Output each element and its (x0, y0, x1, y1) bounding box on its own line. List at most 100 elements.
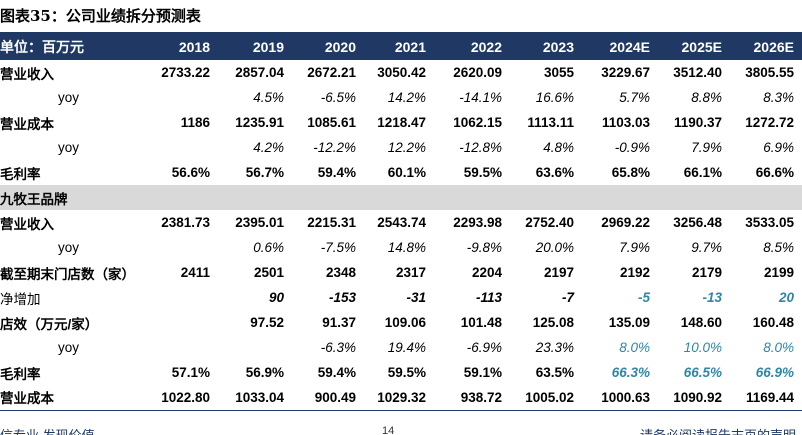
section-row: 九牧王品牌 (0, 185, 802, 210)
table-cell (150, 85, 218, 110)
table-row: yoy 0.6% -7.5% 14.8% -9.8% 20.0% 7.9% 9.7% 8.5% (0, 235, 802, 260)
table-cell: 1272.72 (745, 115, 794, 130)
table-cell: 7.9% (619, 240, 650, 255)
table-cell: 8.5% (763, 240, 794, 255)
table-cell: 125.08 (532, 315, 574, 330)
table-cell: 4.8% (543, 140, 574, 155)
table-cell: 12.2% (387, 140, 426, 155)
table-cell: 57.1% (171, 365, 210, 380)
table-row: yoy -6.3% 19.4% -6.9% 23.3% 8.0% 10.0% 8.0% (0, 335, 802, 360)
table-cell: 135.09 (608, 315, 650, 330)
row-label: yoy (58, 90, 80, 105)
table-cell (150, 335, 218, 360)
table-cell: 3055 (543, 65, 574, 80)
table-row: 毛利率 56.6% 56.7% 59.4% 60.1% 59.5% 63.6% 65.8% 66… (0, 160, 802, 185)
row-label: yoy (58, 140, 80, 155)
table-cell: -14.1% (459, 90, 502, 105)
table-cell: 160.48 (752, 315, 794, 330)
table-cell: 20.0% (535, 240, 574, 255)
table-cell (150, 235, 218, 260)
table-row: 截至期末门店数（家） 2411 2501 2348 2317 2204 2197 2192 21… (0, 260, 802, 285)
table-cell: 2199 (763, 265, 794, 280)
year-header: 2018 (178, 39, 210, 55)
table-cell: 4.2% (253, 140, 284, 155)
table-cell: 59.4% (317, 165, 356, 180)
table-cell: 148.60 (680, 315, 722, 330)
table-cell: 2501 (253, 265, 284, 280)
row-label: 截至期末门店数（家） (0, 266, 135, 282)
table-cell: -31 (406, 290, 426, 305)
table-cell: -9.8% (466, 240, 502, 255)
table-cell: 2215.31 (307, 215, 356, 230)
table-cell: 2620.09 (453, 65, 502, 80)
row-label: 营业收入 (0, 216, 54, 232)
table-cell: 3050.42 (377, 65, 426, 80)
table-cell: -7 (561, 290, 574, 305)
row-label: 营业成本 (0, 385, 150, 411)
unit-label: 单位：百万元 (0, 39, 84, 55)
table-row: 店效（万元/家） 97.52 91.37 109.06 101.48 125.08 135.… (0, 310, 802, 335)
table-cell: 59.1% (463, 365, 502, 380)
table-cell: 2543.74 (377, 215, 426, 230)
table-cell: 2411 (180, 265, 210, 280)
table-cell: 91.37 (322, 315, 356, 330)
table-cell: 2204 (471, 265, 502, 280)
table-row: 营业成本 1186 1235.91 1085.61 1218.47 1062.15 1113… (0, 110, 802, 135)
table-row: 营业收入 2733.22 2857.04 2672.21 3050.42 2620.09 3… (0, 60, 802, 85)
table-cell: 1029.32 (364, 385, 434, 411)
table-cell: -0.9% (614, 140, 650, 155)
row-label: yoy (58, 240, 80, 255)
table-cell: 3805.55 (745, 65, 794, 80)
table-cell: -6.3% (320, 340, 356, 355)
table-title: 图表35：公司业绩拆分预测表 (0, 0, 802, 34)
table-cell: 60.1% (387, 165, 426, 180)
table-cell: 1022.80 (150, 385, 218, 411)
table-cell: 2752.40 (525, 215, 574, 230)
table-cell: -12.2% (313, 140, 356, 155)
financial-forecast-table: 单位：百万元 2018 2019 2020 2021 2022 2023 2024E 2025… (0, 34, 802, 411)
table-cell: 6.9% (763, 140, 794, 155)
page-number: 14 (382, 425, 395, 435)
table-cell: -6.9% (466, 340, 502, 355)
table-cell: 9.7% (691, 240, 722, 255)
table-row: yoy 4.5% -6.5% 14.2% -14.1% 16.6% 5.7% 8.8% 8.3% (0, 85, 802, 110)
year-header: 2026E (753, 39, 794, 55)
table-cell: 97.52 (250, 315, 284, 330)
table-cell: 938.72 (434, 385, 510, 411)
table-cell: 2293.98 (453, 215, 502, 230)
table-cell: 8.0% (619, 340, 650, 355)
year-header: 2023 (542, 39, 574, 55)
page-footer: 信专业 发现价值 14 请务必阅读报告末页的声明 (0, 424, 802, 435)
table-cell: 16.6% (535, 90, 574, 105)
table-cell: 23.3% (535, 340, 574, 355)
table-cell: 59.5% (387, 365, 426, 380)
table-cell: 66.1% (683, 165, 722, 180)
table-cell: -5 (637, 290, 650, 305)
table-row: 营业收入 2381.73 2395.01 2215.31 2543.74 2293.98 2… (0, 210, 802, 235)
table-cell: 14.2% (387, 90, 426, 105)
table-cell: -7.5% (320, 240, 356, 255)
table-cell: 2348 (325, 265, 356, 280)
year-header: 2019 (252, 39, 284, 55)
table-cell: 1062.15 (453, 115, 502, 130)
row-label: 营业成本 (0, 116, 54, 132)
table-cell: 1103.03 (601, 115, 650, 130)
table-cell: 2179 (691, 265, 722, 280)
table-cell: 2317 (395, 265, 426, 280)
table-cell: 14.8% (387, 240, 426, 255)
table-cell: 65.8% (611, 165, 650, 180)
table-cell: 3533.05 (745, 215, 794, 230)
table-cell: 2381.73 (161, 215, 210, 230)
table-cell: 1169.44 (730, 385, 802, 411)
table-cell: 1085.61 (307, 115, 356, 130)
row-label: 店效（万元/家） (0, 316, 99, 332)
year-header: 2022 (470, 39, 502, 55)
table-cell: 2857.04 (235, 65, 284, 80)
table-cell: 4.5% (253, 90, 284, 105)
table-cell: 66.5% (683, 365, 722, 380)
footer-slogan: 信专业 发现价值 (0, 425, 95, 435)
table-cell: 0.6% (253, 240, 284, 255)
table-cell: 1113.11 (527, 115, 574, 130)
table-cell: 109.06 (384, 315, 426, 330)
table-cell: 3229.67 (601, 65, 650, 80)
